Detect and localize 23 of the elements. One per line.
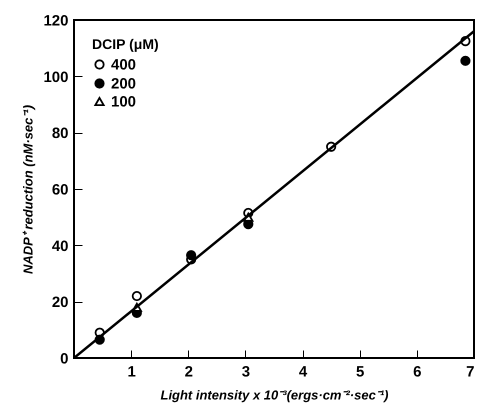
y-tick-label: 80 (52, 125, 68, 142)
legend-title: DCIP (μM) (92, 36, 159, 52)
legend-label: 100 (111, 94, 136, 110)
y-axis-title: NADP⁺ reduction (nM·sec⁻¹) (20, 104, 36, 274)
x-tick-label: 4 (298, 364, 308, 380)
y-tick-label: 0 (60, 350, 68, 368)
y-tick-label: 40 (52, 238, 68, 255)
x-tick-label: 5 (356, 364, 364, 380)
point (186, 250, 196, 260)
x-tick-label: 1 (127, 364, 136, 380)
x-axis-title: Light intensity x 10⁻³(ergs·cm⁻²·sec⁻¹) (160, 388, 388, 402)
y-tick-label: 120 (43, 12, 68, 30)
point (132, 290, 142, 302)
y-tick-label: 20 (52, 294, 68, 312)
y-tick-label: 60 (52, 182, 68, 198)
legend-label: 400 (111, 56, 136, 74)
y-tick-label: 100 (43, 68, 68, 86)
point (460, 56, 471, 66)
legend-label: 200 (111, 76, 136, 92)
x-tick-label: 7 (466, 364, 474, 380)
x-tick-label: 6 (413, 364, 422, 380)
x-tick-label: 3 (242, 364, 250, 380)
x-tick-label: 2 (184, 364, 193, 380)
